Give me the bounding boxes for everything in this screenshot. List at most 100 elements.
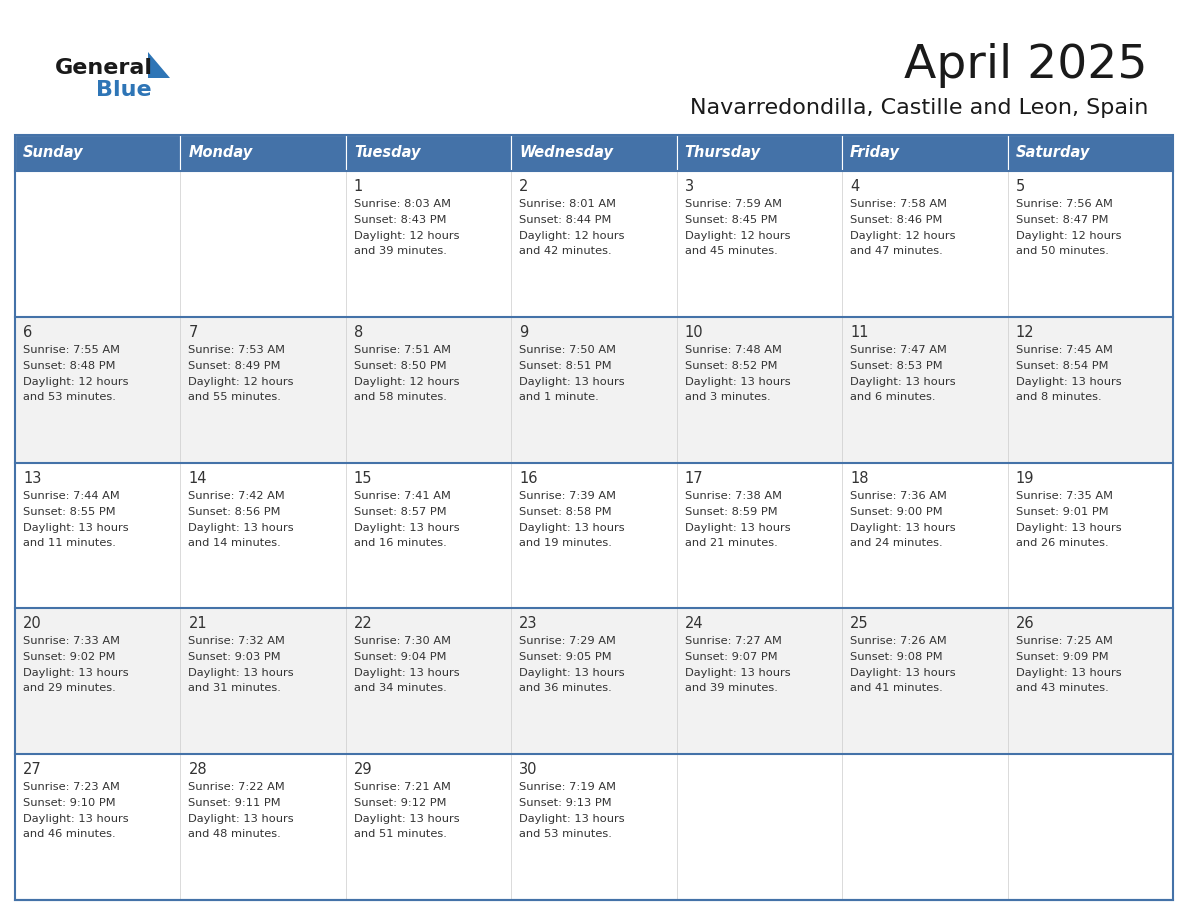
Text: Wednesday: Wednesday [519, 145, 613, 161]
Text: Sunrise: 8:03 AM: Sunrise: 8:03 AM [354, 199, 451, 209]
Text: and 51 minutes.: and 51 minutes. [354, 829, 447, 839]
Text: 23: 23 [519, 616, 538, 632]
Bar [511, 171, 677, 317]
Text: Sunset: 9:07 PM: Sunset: 9:07 PM [684, 653, 777, 663]
Bar [677, 755, 842, 900]
Text: 29: 29 [354, 762, 373, 778]
Text: 17: 17 [684, 471, 703, 486]
Text: Sunrise: 7:27 AM: Sunrise: 7:27 AM [684, 636, 782, 646]
Text: Sunset: 9:01 PM: Sunset: 9:01 PM [1016, 507, 1108, 517]
Text: Sunset: 8:48 PM: Sunset: 8:48 PM [23, 361, 115, 371]
Text: and 14 minutes.: and 14 minutes. [189, 538, 282, 548]
Text: Sunrise: 7:44 AM: Sunrise: 7:44 AM [23, 490, 120, 500]
Text: and 53 minutes.: and 53 minutes. [23, 392, 116, 402]
Text: Sunset: 9:05 PM: Sunset: 9:05 PM [519, 653, 612, 663]
Text: Sunset: 8:50 PM: Sunset: 8:50 PM [354, 361, 447, 371]
Text: Tuesday: Tuesday [354, 145, 421, 161]
Text: 19: 19 [1016, 471, 1034, 486]
Text: Daylight: 13 hours: Daylight: 13 hours [354, 522, 460, 532]
Text: Daylight: 13 hours: Daylight: 13 hours [23, 668, 128, 678]
Bar [842, 135, 1007, 171]
Bar [842, 317, 1007, 463]
Text: Sunset: 9:11 PM: Sunset: 9:11 PM [189, 798, 282, 808]
Bar [842, 171, 1007, 317]
Text: Daylight: 12 hours: Daylight: 12 hours [851, 231, 955, 241]
Text: Sunset: 8:51 PM: Sunset: 8:51 PM [519, 361, 612, 371]
Text: 24: 24 [684, 616, 703, 632]
Text: Daylight: 13 hours: Daylight: 13 hours [1016, 522, 1121, 532]
Text: Sunset: 9:08 PM: Sunset: 9:08 PM [851, 653, 943, 663]
Bar [1007, 317, 1173, 463]
Bar [842, 463, 1007, 609]
Bar [511, 463, 677, 609]
Text: Sunset: 8:45 PM: Sunset: 8:45 PM [684, 215, 777, 225]
Text: Daylight: 13 hours: Daylight: 13 hours [684, 376, 790, 386]
Text: Sunset: 9:13 PM: Sunset: 9:13 PM [519, 798, 612, 808]
Text: Sunrise: 7:33 AM: Sunrise: 7:33 AM [23, 636, 120, 646]
Text: Sunset: 8:53 PM: Sunset: 8:53 PM [851, 361, 943, 371]
Text: Daylight: 13 hours: Daylight: 13 hours [1016, 668, 1121, 678]
Text: 10: 10 [684, 325, 703, 340]
Text: Daylight: 13 hours: Daylight: 13 hours [851, 376, 956, 386]
Text: Daylight: 12 hours: Daylight: 12 hours [189, 376, 293, 386]
Text: Daylight: 13 hours: Daylight: 13 hours [189, 668, 295, 678]
Bar [346, 609, 511, 755]
Text: 2: 2 [519, 179, 529, 194]
Text: and 43 minutes.: and 43 minutes. [1016, 683, 1108, 693]
Bar [1007, 171, 1173, 317]
Text: and 6 minutes.: and 6 minutes. [851, 392, 936, 402]
Text: Monday: Monday [189, 145, 253, 161]
Bar [1007, 609, 1173, 755]
Text: Sunrise: 7:22 AM: Sunrise: 7:22 AM [189, 782, 285, 792]
Text: Daylight: 13 hours: Daylight: 13 hours [851, 522, 956, 532]
Bar [181, 317, 346, 463]
Text: Sunrise: 7:55 AM: Sunrise: 7:55 AM [23, 345, 120, 354]
Text: 4: 4 [851, 179, 859, 194]
Text: and 8 minutes.: and 8 minutes. [1016, 392, 1101, 402]
Text: Sunrise: 7:42 AM: Sunrise: 7:42 AM [189, 490, 285, 500]
Text: and 31 minutes.: and 31 minutes. [189, 683, 282, 693]
Text: and 58 minutes.: and 58 minutes. [354, 392, 447, 402]
Text: Sunset: 8:44 PM: Sunset: 8:44 PM [519, 215, 612, 225]
Text: and 16 minutes.: and 16 minutes. [354, 538, 447, 548]
Text: and 3 minutes.: and 3 minutes. [684, 392, 770, 402]
Text: and 45 minutes.: and 45 minutes. [684, 246, 777, 256]
Text: Sunset: 8:58 PM: Sunset: 8:58 PM [519, 507, 612, 517]
Text: Daylight: 13 hours: Daylight: 13 hours [1016, 376, 1121, 386]
Text: 16: 16 [519, 471, 538, 486]
Text: and 39 minutes.: and 39 minutes. [684, 683, 778, 693]
Text: Sunrise: 7:48 AM: Sunrise: 7:48 AM [684, 345, 782, 354]
Text: Thursday: Thursday [684, 145, 760, 161]
Bar [511, 609, 677, 755]
Text: Sunrise: 7:41 AM: Sunrise: 7:41 AM [354, 490, 450, 500]
Text: Sunrise: 7:56 AM: Sunrise: 7:56 AM [1016, 199, 1112, 209]
Text: Sunrise: 7:21 AM: Sunrise: 7:21 AM [354, 782, 450, 792]
Text: Sunrise: 7:53 AM: Sunrise: 7:53 AM [189, 345, 285, 354]
Bar [15, 135, 1173, 900]
Bar [15, 135, 181, 171]
Text: and 42 minutes.: and 42 minutes. [519, 246, 612, 256]
Text: 1: 1 [354, 179, 364, 194]
Text: Navarredondilla, Castille and Leon, Spain: Navarredondilla, Castille and Leon, Spai… [689, 98, 1148, 118]
Text: Sunset: 8:49 PM: Sunset: 8:49 PM [189, 361, 280, 371]
Text: Sunrise: 7:32 AM: Sunrise: 7:32 AM [189, 636, 285, 646]
Bar [15, 463, 181, 609]
Text: Sunrise: 7:25 AM: Sunrise: 7:25 AM [1016, 636, 1112, 646]
Text: Daylight: 13 hours: Daylight: 13 hours [189, 814, 295, 824]
Bar [1007, 463, 1173, 609]
Text: and 47 minutes.: and 47 minutes. [851, 246, 943, 256]
Text: Sunset: 9:12 PM: Sunset: 9:12 PM [354, 798, 447, 808]
Bar [346, 463, 511, 609]
Text: Sunset: 8:57 PM: Sunset: 8:57 PM [354, 507, 447, 517]
Bar [181, 135, 346, 171]
Text: and 41 minutes.: and 41 minutes. [851, 683, 943, 693]
Text: Sunrise: 7:35 AM: Sunrise: 7:35 AM [1016, 490, 1113, 500]
Bar [15, 755, 181, 900]
Text: Sunrise: 7:26 AM: Sunrise: 7:26 AM [851, 636, 947, 646]
Bar [842, 755, 1007, 900]
Bar [15, 609, 181, 755]
Text: Sunday: Sunday [23, 145, 83, 161]
Text: Daylight: 12 hours: Daylight: 12 hours [23, 376, 128, 386]
Text: 21: 21 [189, 616, 207, 632]
Text: Sunset: 9:10 PM: Sunset: 9:10 PM [23, 798, 115, 808]
